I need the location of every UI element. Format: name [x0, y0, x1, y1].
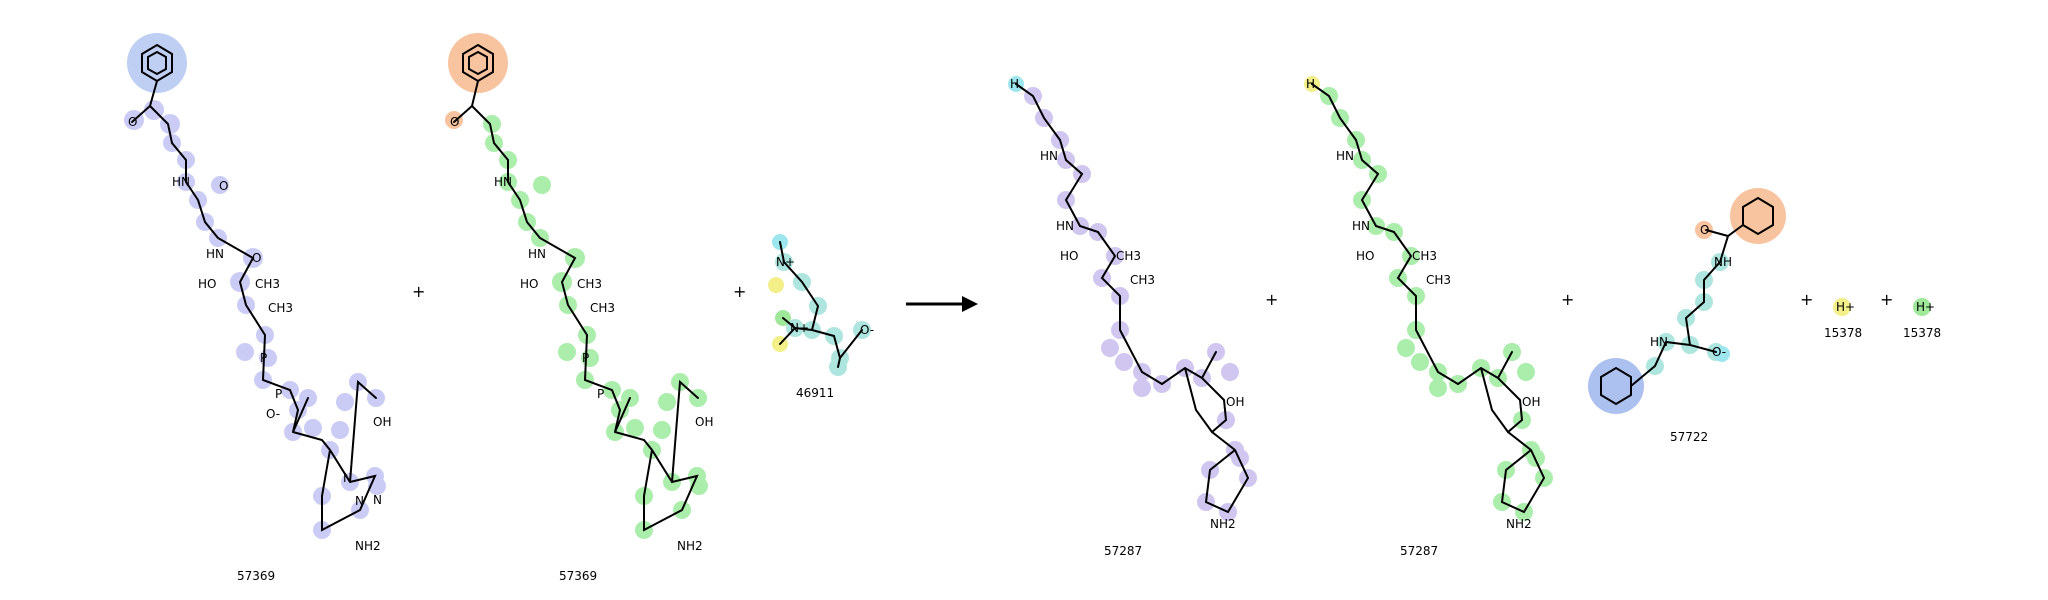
molecule-57369-a: O HN O HN O HO CH3 CH3 P P O- OH N N N N… [124, 33, 391, 583]
atom-o: O [252, 251, 261, 265]
atom-n-plus: N+ [776, 255, 795, 269]
compound-id-label: 15378 [1824, 326, 1862, 340]
atom-h-plus: H+ [1916, 300, 1935, 314]
atom-oh: OH [1522, 395, 1540, 409]
compound-id-label: 57369 [559, 569, 597, 583]
atom-o: O [128, 115, 137, 129]
molecule-15378-a: H+ 15378 [1824, 298, 1862, 340]
atom-oh: OH [373, 415, 391, 429]
atom-ho: HO [198, 277, 216, 291]
compound-id-label: 57287 [1400, 544, 1438, 558]
atom-o-minus: O- [266, 407, 280, 421]
atom-oh: OH [1226, 395, 1244, 409]
atom-ch3: CH3 [1412, 249, 1437, 263]
atom-n: N [355, 494, 364, 508]
plus-sign: + [1265, 290, 1278, 309]
plus-sign: + [1880, 290, 1893, 309]
atom-o: O [1700, 223, 1709, 237]
atom-hn: HN [172, 175, 190, 189]
atom-ch3: CH3 [577, 277, 602, 291]
atom-hn: HN [1336, 149, 1354, 163]
atom-n-plus: N+ [790, 321, 809, 335]
atom-n: N [373, 493, 382, 507]
atom-hn: HN [1650, 335, 1668, 349]
atom-nh2: NH2 [1506, 517, 1532, 531]
atom-hn: HN [1056, 219, 1074, 233]
atom-p: P [260, 351, 267, 365]
molecule-15378-b: H+ 15378 [1903, 298, 1941, 340]
atom-hn: HN [1040, 149, 1058, 163]
molecule-46911: N+ N+ O- 46911 [768, 234, 874, 400]
atom-ch3: CH3 [268, 301, 293, 315]
atom-nh2: NH2 [1210, 517, 1236, 531]
atom-h: H [1010, 77, 1019, 91]
atom-nh2: NH2 [355, 539, 381, 553]
atom-nh2: NH2 [677, 539, 703, 553]
atom-ho: HO [1060, 249, 1078, 263]
plus-sign: + [1561, 290, 1574, 309]
atom-p: P [597, 387, 604, 401]
molecule-57287-a: H HN HN HO CH3 CH3 OH NH2 57287 [1008, 76, 1257, 558]
compound-id-label: 15378 [1903, 326, 1941, 340]
atom-nh: NH [1714, 255, 1732, 269]
plus-sign: + [1800, 290, 1813, 309]
atom-o: O [219, 179, 228, 193]
atom-ch3: CH3 [1116, 249, 1141, 263]
plus-sign: + [412, 282, 425, 301]
reaction-arrow [906, 296, 978, 312]
atom-hn: HN [1352, 219, 1370, 233]
atom-o-minus: O- [860, 323, 874, 337]
compound-id-label: 57722 [1670, 430, 1708, 444]
atom-o: O [450, 115, 459, 129]
compound-id-label: 57369 [237, 569, 275, 583]
atom-p: P [582, 351, 589, 365]
atom-ch3: CH3 [1426, 273, 1451, 287]
molecule-57287-b: H HN HN HO CH3 CH3 OH NH2 57287 [1304, 76, 1553, 558]
atom-h: H [1306, 77, 1315, 91]
atom-h-plus: H+ [1836, 300, 1855, 314]
atom-hn: HN [494, 175, 512, 189]
molecule-57722: O NH HN O- 57722 [1588, 188, 1786, 444]
atom-hn: HN [528, 247, 546, 261]
compound-id-label: 57287 [1104, 544, 1142, 558]
molecule-57369-b: O HN HN HO CH3 CH3 P P OH NH2 57369 [445, 33, 713, 583]
atom-oh: OH [695, 415, 713, 429]
atom-ch3: CH3 [1130, 273, 1155, 287]
atom-ho: HO [1356, 249, 1374, 263]
atom-ho: HO [520, 277, 538, 291]
atom-o-minus: O- [1712, 345, 1726, 359]
atom-hn: HN [206, 247, 224, 261]
compound-id-label: 46911 [796, 386, 834, 400]
plus-sign: + [733, 282, 746, 301]
atom-n: N [343, 471, 352, 485]
atom-ch3: CH3 [590, 301, 615, 315]
atom-ch3: CH3 [255, 277, 280, 291]
atom-p: P [275, 387, 282, 401]
